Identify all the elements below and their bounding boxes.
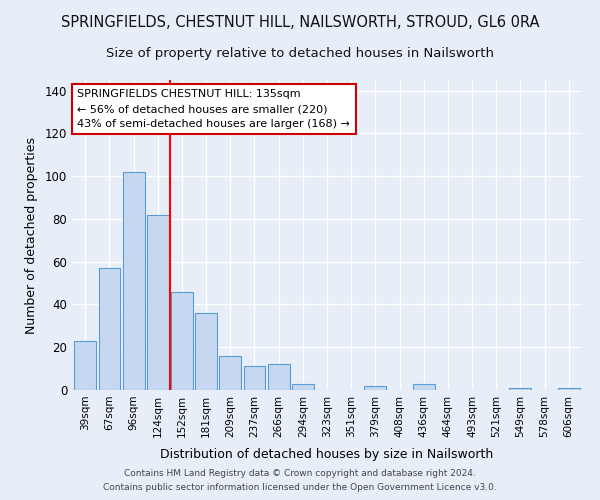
Text: SPRINGFIELDS, CHESTNUT HILL, NAILSWORTH, STROUD, GL6 0RA: SPRINGFIELDS, CHESTNUT HILL, NAILSWORTH,… <box>61 15 539 30</box>
Bar <box>220 356 241 390</box>
Bar <box>509 388 531 390</box>
Bar <box>171 292 193 390</box>
Bar <box>123 172 145 390</box>
Text: Contains public sector information licensed under the Open Government Licence v3: Contains public sector information licen… <box>103 484 497 492</box>
Bar <box>244 366 265 390</box>
Y-axis label: Number of detached properties: Number of detached properties <box>25 136 38 334</box>
Text: Contains HM Land Registry data © Crown copyright and database right 2024.: Contains HM Land Registry data © Crown c… <box>124 468 476 477</box>
Bar <box>147 214 169 390</box>
Bar <box>98 268 121 390</box>
Bar <box>195 313 217 390</box>
Bar <box>268 364 290 390</box>
Text: SPRINGFIELDS CHESTNUT HILL: 135sqm
← 56% of detached houses are smaller (220)
43: SPRINGFIELDS CHESTNUT HILL: 135sqm ← 56%… <box>77 90 350 129</box>
Bar <box>292 384 314 390</box>
Bar <box>364 386 386 390</box>
Bar <box>558 388 580 390</box>
Bar <box>74 341 96 390</box>
Text: Size of property relative to detached houses in Nailsworth: Size of property relative to detached ho… <box>106 48 494 60</box>
Bar <box>413 384 434 390</box>
X-axis label: Distribution of detached houses by size in Nailsworth: Distribution of detached houses by size … <box>160 448 494 461</box>
